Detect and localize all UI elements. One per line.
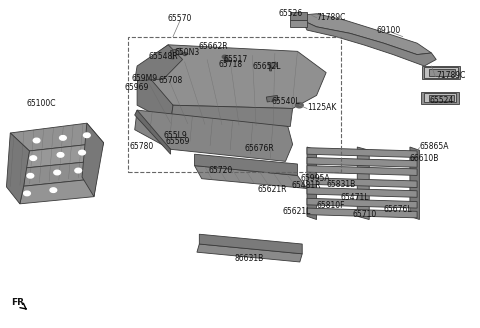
Polygon shape bbox=[410, 147, 420, 219]
Text: 71789C: 71789C bbox=[436, 71, 466, 80]
Text: 86631B: 86631B bbox=[235, 254, 264, 262]
Text: 655L9: 655L9 bbox=[164, 131, 187, 140]
Polygon shape bbox=[135, 110, 293, 161]
Circle shape bbox=[57, 153, 64, 157]
Circle shape bbox=[50, 188, 57, 193]
Polygon shape bbox=[181, 52, 188, 56]
Polygon shape bbox=[6, 133, 29, 204]
Text: 65676L: 65676L bbox=[384, 205, 412, 214]
Text: 65548R: 65548R bbox=[149, 52, 178, 61]
Polygon shape bbox=[307, 166, 417, 175]
Text: 69100: 69100 bbox=[376, 26, 400, 34]
Circle shape bbox=[75, 168, 82, 173]
Polygon shape bbox=[424, 67, 458, 78]
Polygon shape bbox=[298, 14, 432, 54]
Polygon shape bbox=[170, 105, 293, 126]
Text: 1125AK: 1125AK bbox=[307, 103, 336, 112]
Text: 65471L: 65471L bbox=[341, 193, 369, 202]
Circle shape bbox=[27, 174, 34, 178]
Polygon shape bbox=[170, 51, 174, 59]
Polygon shape bbox=[307, 198, 417, 208]
Circle shape bbox=[33, 138, 40, 143]
Text: 71789C: 71789C bbox=[317, 12, 346, 22]
Text: 65969: 65969 bbox=[125, 83, 149, 92]
Polygon shape bbox=[194, 166, 307, 189]
Polygon shape bbox=[269, 63, 272, 71]
Text: 65621R: 65621R bbox=[258, 185, 288, 194]
Polygon shape bbox=[194, 154, 298, 175]
Circle shape bbox=[30, 156, 36, 160]
Polygon shape bbox=[307, 178, 417, 188]
Text: 66610B: 66610B bbox=[410, 154, 439, 163]
Polygon shape bbox=[290, 20, 307, 27]
Polygon shape bbox=[170, 48, 181, 56]
Text: 65831B: 65831B bbox=[327, 180, 356, 189]
Text: 65710: 65710 bbox=[352, 210, 377, 219]
Text: 65621L: 65621L bbox=[282, 207, 311, 215]
Circle shape bbox=[84, 133, 90, 137]
Polygon shape bbox=[199, 234, 302, 254]
Polygon shape bbox=[137, 45, 326, 109]
Polygon shape bbox=[422, 66, 460, 79]
Circle shape bbox=[79, 150, 85, 155]
Polygon shape bbox=[307, 148, 417, 157]
Polygon shape bbox=[266, 95, 278, 102]
Polygon shape bbox=[25, 143, 104, 168]
Text: 65524: 65524 bbox=[429, 96, 453, 105]
Text: 65517: 65517 bbox=[223, 55, 247, 64]
Polygon shape bbox=[429, 69, 456, 76]
Text: 659M9: 659M9 bbox=[131, 74, 157, 83]
Polygon shape bbox=[307, 208, 417, 218]
Text: 65662R: 65662R bbox=[199, 42, 228, 51]
Polygon shape bbox=[424, 93, 456, 102]
Text: 65708: 65708 bbox=[158, 76, 183, 85]
Text: FR: FR bbox=[11, 298, 24, 307]
Text: 65526: 65526 bbox=[278, 9, 302, 18]
Polygon shape bbox=[302, 20, 436, 66]
Polygon shape bbox=[10, 123, 104, 151]
Circle shape bbox=[222, 55, 227, 58]
Text: 65570: 65570 bbox=[168, 14, 192, 23]
Polygon shape bbox=[290, 12, 307, 20]
Polygon shape bbox=[357, 147, 369, 219]
Polygon shape bbox=[135, 45, 182, 81]
Text: 65676R: 65676R bbox=[244, 144, 274, 153]
Polygon shape bbox=[20, 179, 96, 204]
Bar bbox=[128, 37, 340, 172]
Circle shape bbox=[60, 135, 66, 140]
Polygon shape bbox=[137, 66, 173, 123]
Polygon shape bbox=[135, 110, 170, 154]
Polygon shape bbox=[307, 157, 417, 167]
Polygon shape bbox=[421, 92, 459, 104]
Text: 65995A: 65995A bbox=[301, 174, 330, 183]
Text: 65718: 65718 bbox=[218, 60, 242, 69]
Text: 65569: 65569 bbox=[166, 137, 190, 146]
Circle shape bbox=[224, 58, 229, 62]
Polygon shape bbox=[269, 62, 277, 68]
Text: 65481R: 65481R bbox=[291, 181, 321, 190]
Text: 65720: 65720 bbox=[209, 166, 233, 175]
Polygon shape bbox=[197, 244, 302, 262]
Polygon shape bbox=[429, 95, 455, 101]
Polygon shape bbox=[307, 188, 417, 197]
Text: 65810F: 65810F bbox=[317, 201, 345, 210]
Text: 65540L: 65540L bbox=[271, 97, 300, 107]
Text: 650N3: 650N3 bbox=[175, 49, 200, 57]
Circle shape bbox=[296, 103, 303, 108]
Text: 65652L: 65652L bbox=[252, 62, 281, 71]
Polygon shape bbox=[82, 123, 104, 197]
Text: 65865A: 65865A bbox=[420, 142, 449, 151]
Circle shape bbox=[24, 191, 30, 196]
Text: 65780: 65780 bbox=[130, 142, 154, 151]
Circle shape bbox=[54, 170, 60, 175]
Text: 65100C: 65100C bbox=[26, 99, 56, 108]
Polygon shape bbox=[307, 147, 317, 219]
Polygon shape bbox=[24, 161, 99, 186]
